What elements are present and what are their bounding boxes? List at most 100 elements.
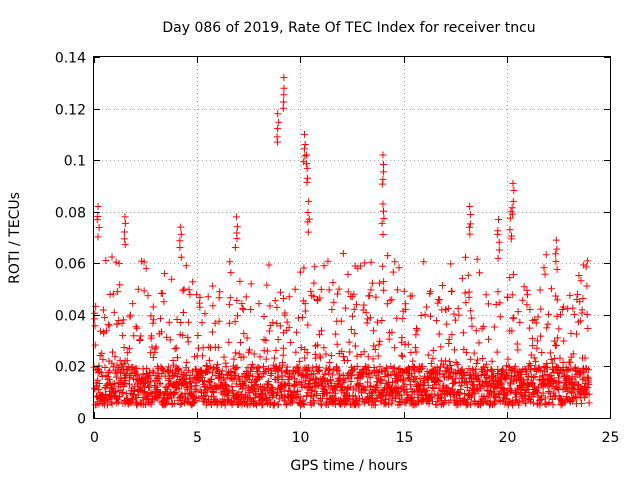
data-point bbox=[555, 325, 563, 333]
data-point bbox=[119, 389, 127, 397]
data-point bbox=[420, 258, 428, 266]
data-point bbox=[350, 290, 358, 298]
data-point bbox=[130, 386, 138, 394]
data-point bbox=[179, 287, 187, 295]
y-tick-label: 0.14 bbox=[55, 51, 86, 67]
data-point bbox=[281, 381, 289, 389]
data-point bbox=[368, 279, 376, 287]
data-point bbox=[435, 330, 443, 338]
data-point bbox=[97, 369, 105, 377]
data-point bbox=[247, 367, 255, 375]
data-point bbox=[294, 387, 302, 395]
data-point bbox=[236, 277, 244, 285]
data-point bbox=[451, 346, 459, 354]
peak-point bbox=[274, 138, 282, 146]
peak-point bbox=[304, 228, 312, 236]
data-point bbox=[189, 278, 197, 286]
peak-point bbox=[510, 187, 518, 195]
data-point bbox=[239, 306, 247, 314]
data-point bbox=[246, 346, 254, 354]
data-point bbox=[283, 400, 291, 408]
data-point bbox=[91, 341, 99, 349]
data-point bbox=[476, 269, 484, 277]
data-point bbox=[213, 383, 221, 391]
data-point bbox=[118, 319, 126, 327]
data-point bbox=[407, 349, 415, 357]
data-point bbox=[125, 380, 133, 388]
data-point bbox=[578, 399, 586, 407]
data-point bbox=[249, 372, 257, 380]
data-point bbox=[186, 291, 194, 299]
data-point bbox=[339, 250, 347, 258]
peak-point bbox=[121, 241, 129, 249]
data-point bbox=[130, 332, 138, 340]
data-point bbox=[526, 324, 534, 332]
data-point bbox=[346, 383, 354, 391]
data-point bbox=[101, 314, 109, 322]
data-point bbox=[344, 270, 352, 278]
data-point bbox=[510, 314, 518, 322]
data-point bbox=[105, 322, 113, 330]
data-point bbox=[344, 356, 352, 364]
data-point bbox=[556, 354, 564, 362]
data-point bbox=[228, 382, 236, 390]
data-point bbox=[247, 280, 255, 288]
data-point bbox=[231, 371, 239, 379]
data-point bbox=[208, 369, 216, 377]
peak-point bbox=[494, 230, 502, 238]
data-point bbox=[301, 300, 309, 308]
data-point bbox=[140, 258, 148, 266]
data-point bbox=[233, 296, 241, 304]
data-point bbox=[277, 288, 285, 296]
data-point bbox=[170, 371, 178, 379]
peak-point bbox=[121, 213, 129, 221]
data-point bbox=[352, 392, 360, 400]
data-point bbox=[467, 307, 475, 315]
data-point bbox=[538, 349, 546, 357]
peak-point bbox=[121, 219, 129, 227]
data-point bbox=[494, 288, 502, 296]
peak-point bbox=[379, 160, 387, 168]
data-point bbox=[176, 400, 184, 408]
data-point bbox=[316, 294, 324, 302]
data-point bbox=[230, 375, 238, 383]
data-point bbox=[361, 259, 369, 267]
data-point bbox=[150, 381, 158, 389]
data-point bbox=[553, 312, 561, 320]
data-point bbox=[553, 296, 561, 304]
data-point bbox=[307, 287, 315, 295]
data-point bbox=[353, 352, 361, 360]
data-point bbox=[295, 314, 303, 322]
data-point bbox=[243, 400, 251, 408]
peak-point bbox=[379, 151, 387, 159]
data-point bbox=[99, 306, 107, 314]
data-point bbox=[536, 286, 544, 294]
data-point bbox=[227, 367, 235, 375]
peak-point bbox=[495, 246, 503, 254]
data-point bbox=[239, 304, 247, 312]
data-point bbox=[317, 285, 325, 293]
data-point bbox=[320, 344, 328, 352]
data-point bbox=[544, 320, 552, 328]
data-point bbox=[546, 349, 554, 357]
data-point bbox=[556, 311, 564, 319]
data-point bbox=[226, 258, 234, 266]
data-point bbox=[322, 350, 330, 358]
data-point bbox=[91, 322, 99, 330]
data-point bbox=[550, 337, 558, 345]
data-point bbox=[346, 348, 354, 356]
data-point bbox=[160, 366, 168, 374]
peak-point bbox=[509, 179, 517, 187]
data-point bbox=[95, 380, 103, 388]
data-point bbox=[458, 274, 466, 282]
data-point bbox=[570, 310, 578, 318]
data-point bbox=[230, 355, 238, 363]
data-point bbox=[132, 323, 140, 331]
data-point bbox=[429, 355, 437, 363]
y-axis-label: ROTI / TECUs bbox=[7, 192, 23, 284]
data-point bbox=[106, 376, 113, 384]
data-point bbox=[426, 312, 434, 320]
data-point bbox=[145, 374, 153, 382]
data-point bbox=[301, 354, 309, 362]
data-point bbox=[307, 401, 315, 409]
